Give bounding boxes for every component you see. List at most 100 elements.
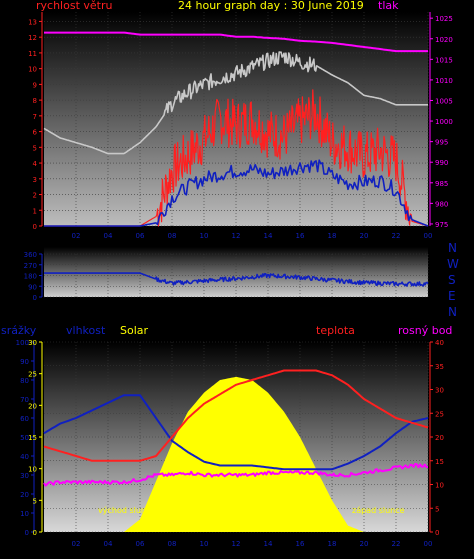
humidity-y-axis-tick-label: 40	[20, 453, 29, 461]
temp-y-axis-tick-label: 20	[435, 434, 444, 442]
wind-panel-bg	[44, 12, 428, 226]
wind-y-axis-tick-label: 7	[33, 113, 37, 121]
humidity-y-axis-tick-label: 30	[20, 472, 29, 480]
sunrise-label: východ slunce	[98, 506, 155, 515]
temp-series-line	[43, 369, 429, 462]
pressure-y-axis-tick-label: 1020	[435, 36, 453, 44]
humidity-y-axis-tick-label: 70	[20, 396, 29, 404]
wind-y-axis-tick-label: 8	[33, 97, 37, 105]
wind-y-axis-tick-label: 3	[33, 176, 37, 184]
humidity-y-axis-tick-label: 60	[20, 415, 29, 423]
humidity-y-axis-tick-label: 0	[25, 529, 29, 537]
x-tick-label: 10	[200, 540, 209, 548]
direction-y-axis-tick-label: 270	[24, 262, 37, 270]
wind-y-axis-tick-label: 13	[28, 18, 37, 26]
humidity-y-axis-tick-label: 50	[20, 434, 29, 442]
direction-series-line	[44, 272, 429, 287]
compass-e: E	[448, 289, 456, 303]
temp-y-axis-tick-label: 25	[435, 410, 444, 418]
solar-y-axis-tick-label: 10	[28, 466, 37, 474]
compass-s: S	[448, 273, 456, 287]
x-tick-label: 22	[392, 540, 401, 548]
x-tick-label: 12	[232, 232, 241, 240]
solar-label: Solar	[120, 324, 149, 337]
x-tick-label: 12	[232, 540, 241, 548]
humidity-y-axis-tick-label: 100	[16, 339, 29, 347]
humidity-label: vlhkost	[66, 324, 106, 337]
humidity-y-axis-tick-label: 80	[20, 377, 29, 385]
pressure-y-axis-tick-label: 1010	[435, 77, 453, 85]
x-tick-label: 04	[104, 232, 113, 240]
pressure-y-axis-tick-label: 1005	[435, 97, 453, 105]
x-tick-label: 16	[296, 540, 305, 548]
direction-y-axis-tick-label: 90	[28, 283, 37, 291]
pressure-y-axis-tick-label: 985	[435, 180, 448, 188]
direction-y-axis-tick-label: 360	[24, 251, 37, 259]
solar-y-axis-tick-label: 30	[28, 339, 37, 347]
wind-series-line	[43, 51, 428, 155]
direction-y-axis-tick-label: 180	[24, 273, 37, 281]
wind-y-axis-tick-label: 0	[33, 223, 37, 231]
solar-y-axis-tick-label: 25	[28, 371, 37, 379]
axis-group: 02 04 06 08 10 12 14 16 18 20 22 000123456789101112…	[16, 12, 453, 548]
humidity-y-axis-tick-label: 20	[20, 491, 29, 499]
compass-n-top: N	[448, 241, 457, 255]
x-tick-label: 02	[72, 232, 81, 240]
direction-y-axis-tick-label: 0	[33, 294, 37, 302]
temp-series-line	[43, 394, 429, 471]
temp-y-axis-tick-label: 35	[435, 363, 444, 371]
solar-y-axis-tick-label: 20	[28, 402, 37, 410]
precip-label: srážky	[1, 324, 37, 337]
x-tick-label: 18	[328, 232, 337, 240]
wind-y-axis-tick-label: 10	[28, 66, 37, 74]
x-tick-label: 06	[136, 540, 145, 548]
compass-n-bottom: N	[448, 305, 457, 319]
x-tick-label: 14	[264, 232, 273, 240]
pressure-y-axis-tick-label: 975	[435, 221, 448, 229]
temp-y-axis-tick-label: 15	[435, 458, 444, 466]
x-tick-label: 08	[168, 232, 177, 240]
x-tick-label: 02	[72, 540, 81, 548]
x-tick-label: 00	[424, 540, 433, 548]
humidity-y-axis-tick-label: 10	[20, 510, 29, 518]
x-tick-label: 20	[360, 540, 369, 548]
x-tick-label: 04	[104, 540, 113, 548]
x-tick-label: 16	[296, 232, 305, 240]
wind-y-axis-tick-label: 11	[28, 50, 37, 58]
wind-series-line	[44, 159, 429, 227]
wind-series-line	[44, 31, 428, 53]
humidity-y-axis-tick-label: 90	[20, 358, 29, 366]
temp-y-axis-tick-label: 0	[435, 529, 439, 537]
x-tick-label: 08	[168, 540, 177, 548]
wind-y-axis-tick-label: 5	[33, 144, 37, 152]
chart-title: 24 hour graph day : 30 June 2019	[178, 0, 364, 12]
x-tick-label: 06	[136, 232, 145, 240]
temperature-label: teplota	[316, 324, 355, 337]
compass-w: W	[447, 257, 459, 271]
pressure-y-axis-tick-label: 990	[435, 159, 448, 167]
dewpoint-label: rosný bod	[398, 324, 452, 337]
pressure-y-axis-tick-label: 995	[435, 139, 448, 147]
x-tick-label: 22	[392, 232, 401, 240]
wind-y-axis-tick-label: 1	[33, 207, 37, 215]
x-tick-label: 00	[424, 232, 433, 240]
x-tick-label: 10	[200, 232, 209, 240]
series-group	[43, 31, 429, 532]
temp-y-axis-tick-label: 30	[435, 387, 444, 395]
x-tick-label: 14	[264, 540, 273, 548]
wind-y-axis-tick-label: 2	[33, 192, 37, 200]
temp-series-line	[43, 462, 429, 487]
pressure-y-axis-tick-label: 1015	[435, 56, 453, 64]
solar-y-axis-tick-label: 0	[33, 529, 37, 537]
wind-speed-label: rychlost větru	[36, 0, 112, 12]
solar-y-axis-tick-label: 15	[28, 434, 37, 442]
temp-y-axis-tick-label: 5	[435, 505, 439, 513]
x-tick-label: 18	[328, 540, 337, 548]
pressure-y-axis-tick-label: 1000	[435, 118, 453, 126]
temp-y-axis-tick-label: 40	[435, 339, 444, 347]
solar-area	[44, 376, 428, 532]
solar-y-axis-tick-label: 5	[33, 497, 37, 505]
pressure-label: tlak	[378, 0, 399, 12]
